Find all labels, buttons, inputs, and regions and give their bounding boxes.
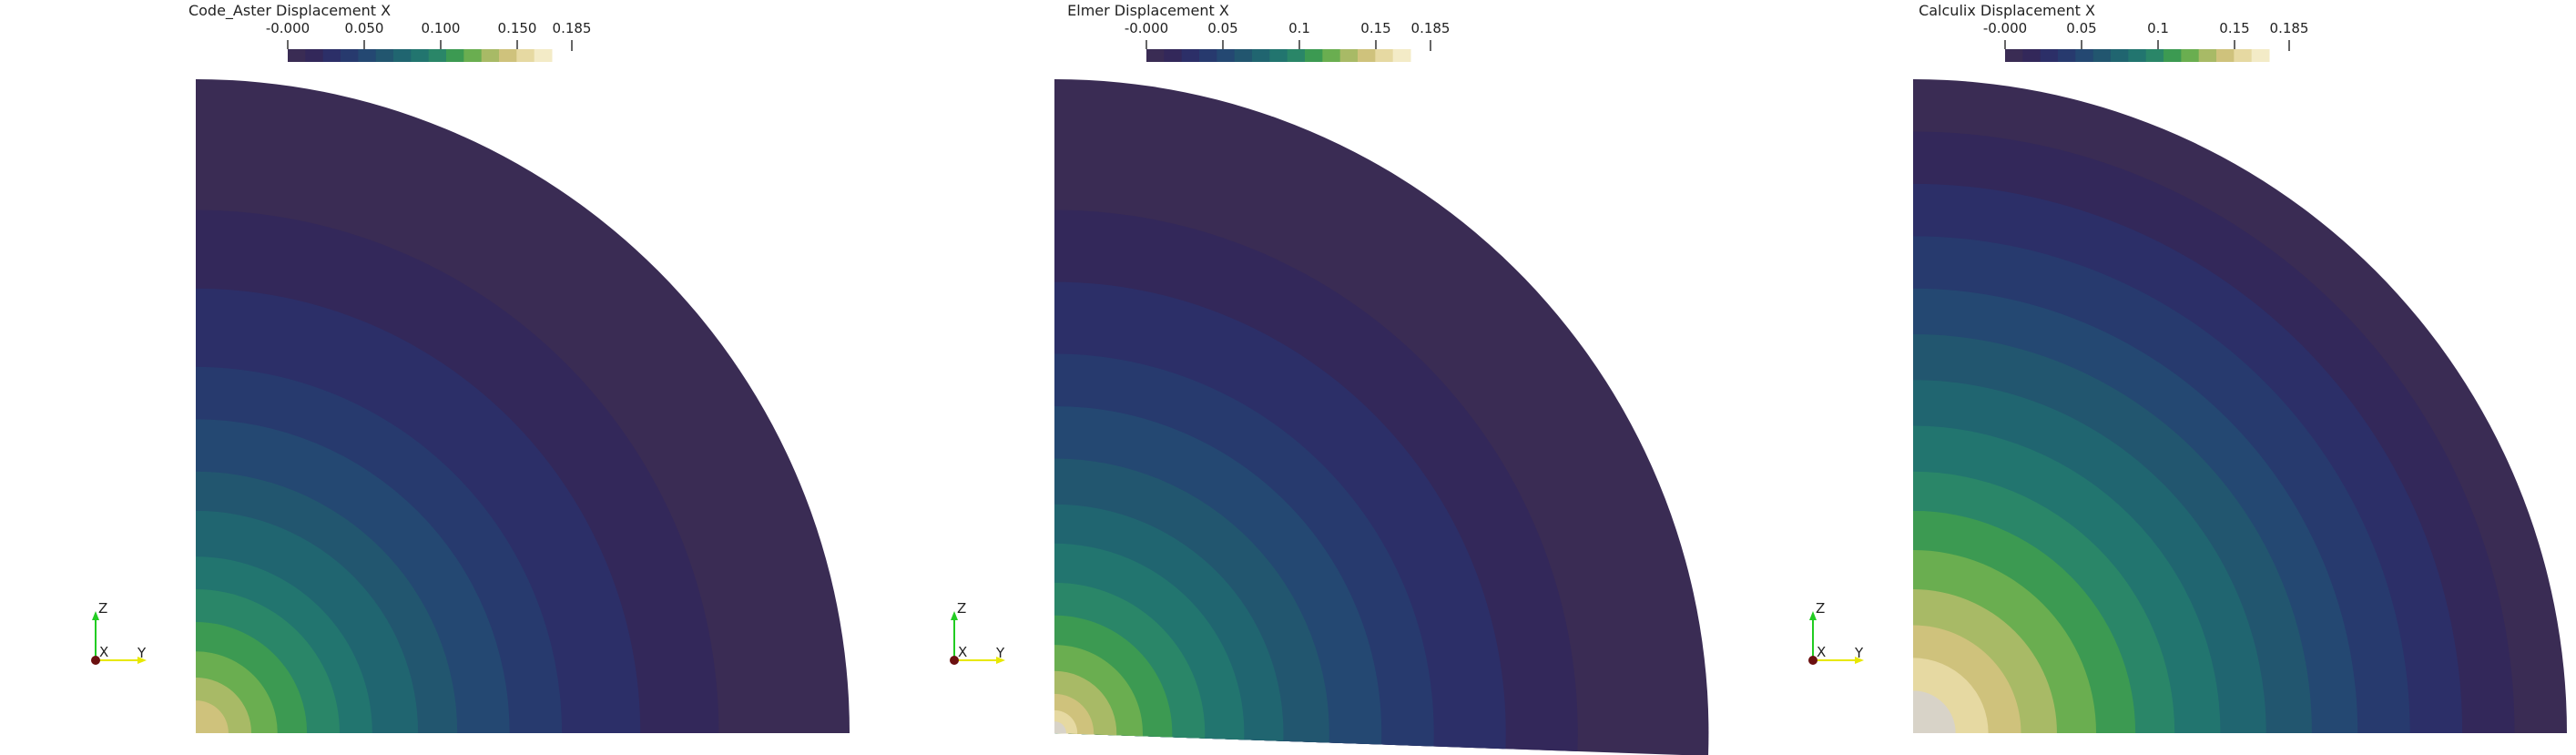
z-axis-label: Z: [98, 600, 107, 617]
colorbar-swatch: [288, 49, 306, 62]
z-axis-label: Z: [957, 600, 966, 617]
tick-label: 0.1: [2147, 20, 2169, 36]
colorbar-swatch: [411, 49, 430, 62]
colorbar: [287, 40, 573, 62]
colorbar-swatch: [1252, 49, 1270, 62]
colorbar-swatch: [1217, 49, 1236, 62]
colorbar-swatch: [393, 49, 412, 62]
tick-label: 0.185: [552, 20, 592, 36]
contour-bands: [1054, 79, 1709, 755]
tick-label: 0.185: [2269, 20, 2309, 36]
tick-label: 0.1: [1288, 20, 1310, 36]
contour-band: [196, 700, 229, 733]
colorbar-swatch: [2075, 49, 2094, 62]
tick-label: -0.000: [265, 20, 311, 36]
colorbar-title: Calculix Displacement X: [1919, 2, 2095, 19]
x-axis-dot: [1808, 656, 1817, 665]
z-axis-arrow: [92, 611, 99, 620]
contour-band: [1054, 721, 1066, 734]
orientation-axes[interactable]: Z X Y: [950, 600, 1005, 665]
tick-label: 0.05: [1207, 20, 1238, 36]
colorbar: [1145, 40, 1431, 62]
colorbar-swatch: [1146, 49, 1165, 62]
colorbar-swatch: [2234, 49, 2253, 62]
colorbar-swatch: [516, 49, 535, 62]
contour-bands: [1913, 79, 2567, 733]
colorbar-swatch: [1305, 49, 1323, 62]
tick-label: 0.05: [2066, 20, 2097, 36]
colorbar-swatch: [1322, 49, 1341, 62]
colorbar-swatch: [375, 49, 394, 62]
colorbar-swatch: [1234, 49, 1253, 62]
x-axis-dot: [950, 656, 959, 665]
orientation-axes[interactable]: Z X Y: [91, 600, 147, 665]
colorbar-swatch: [2092, 49, 2112, 62]
contour-bands: [196, 79, 850, 734]
tick-label: 0.15: [2219, 20, 2250, 36]
colorbar-swatch: [1392, 49, 1411, 62]
colorbar-swatch: [2111, 49, 2129, 62]
z-axis-label: Z: [1816, 600, 1825, 617]
colorbar-swatch: [1181, 49, 1200, 62]
contour-band: [1913, 690, 1956, 733]
tick-label: 0.050: [344, 20, 384, 36]
colorbar-swatch: [534, 49, 553, 62]
contour-plot[interactable]: Z X Y: [859, 0, 1717, 755]
y-axis-arrow: [1855, 657, 1864, 664]
colorbar: [2004, 40, 2290, 62]
z-axis-arrow: [1809, 611, 1817, 620]
colorbar-swatch: [305, 49, 324, 62]
y-axis-label: Y: [1854, 645, 1864, 661]
colorbar-swatch: [2198, 49, 2217, 62]
tick-label: 0.185: [1410, 20, 1451, 36]
y-axis-arrow: [996, 657, 1005, 664]
colorbar-swatch: [428, 49, 447, 62]
view-elmer[interactable]: Z X Y Elmer Displacement X -0.000 0.05 0.1…: [859, 0, 1717, 755]
colorbar-swatch: [2058, 49, 2076, 62]
colorbar-swatch: [2005, 49, 2023, 62]
colorbar-swatch: [1339, 49, 1359, 62]
colorbar-swatch: [2164, 49, 2182, 62]
colorbar-swatch: [1164, 49, 1183, 62]
y-axis-label: Y: [137, 645, 147, 661]
colorbar-swatch: [2022, 49, 2041, 62]
orientation-axes[interactable]: Z X Y: [1808, 600, 1864, 665]
colorbar-swatch: [1358, 49, 1376, 62]
y-axis-label: Y: [995, 645, 1005, 661]
tick-label: 0.15: [1360, 20, 1391, 36]
x-axis-label: X: [99, 644, 108, 660]
colorbar-swatch: [2040, 49, 2059, 62]
colorbar-swatch: [358, 49, 377, 62]
colorbar-swatch: [481, 49, 500, 62]
colorbar-swatch: [1269, 49, 1288, 62]
colorbar-swatch: [2145, 49, 2164, 62]
colorbar-swatch: [2216, 49, 2235, 62]
x-axis-label: X: [1817, 644, 1826, 660]
y-axis-arrow: [137, 657, 147, 664]
colorbar-swatch: [1199, 49, 1217, 62]
colorbar-swatch: [463, 49, 483, 62]
contour-plot[interactable]: Z X Y: [1717, 0, 2576, 755]
colorbar-swatch: [2181, 49, 2200, 62]
tick-label: -0.000: [1982, 20, 2028, 36]
colorbar-title: Elmer Displacement X: [1067, 2, 1229, 19]
contour-plot[interactable]: Z X Y: [0, 0, 859, 755]
colorbar-swatch: [1375, 49, 1394, 62]
colorbar-title: Code_Aster Displacement X: [188, 2, 392, 19]
colorbar-swatch: [341, 49, 359, 62]
colorbar-swatch: [499, 49, 517, 62]
colorbar-swatch: [322, 49, 341, 62]
colorbar-swatch: [1287, 49, 1306, 62]
tick-label: -0.000: [1124, 20, 1169, 36]
colorbar-swatch: [446, 49, 464, 62]
tick-label: 0.100: [421, 20, 461, 36]
colorbar-swatch: [2128, 49, 2147, 62]
colorbar-swatch: [2251, 49, 2270, 62]
x-axis-dot: [91, 656, 100, 665]
z-axis-arrow: [951, 611, 958, 620]
x-axis-label: X: [958, 644, 967, 660]
view-code-aster[interactable]: Z X Y Code_Aster Displacement X -0.000 0.0…: [0, 0, 859, 755]
tick-label: 0.150: [497, 20, 537, 36]
